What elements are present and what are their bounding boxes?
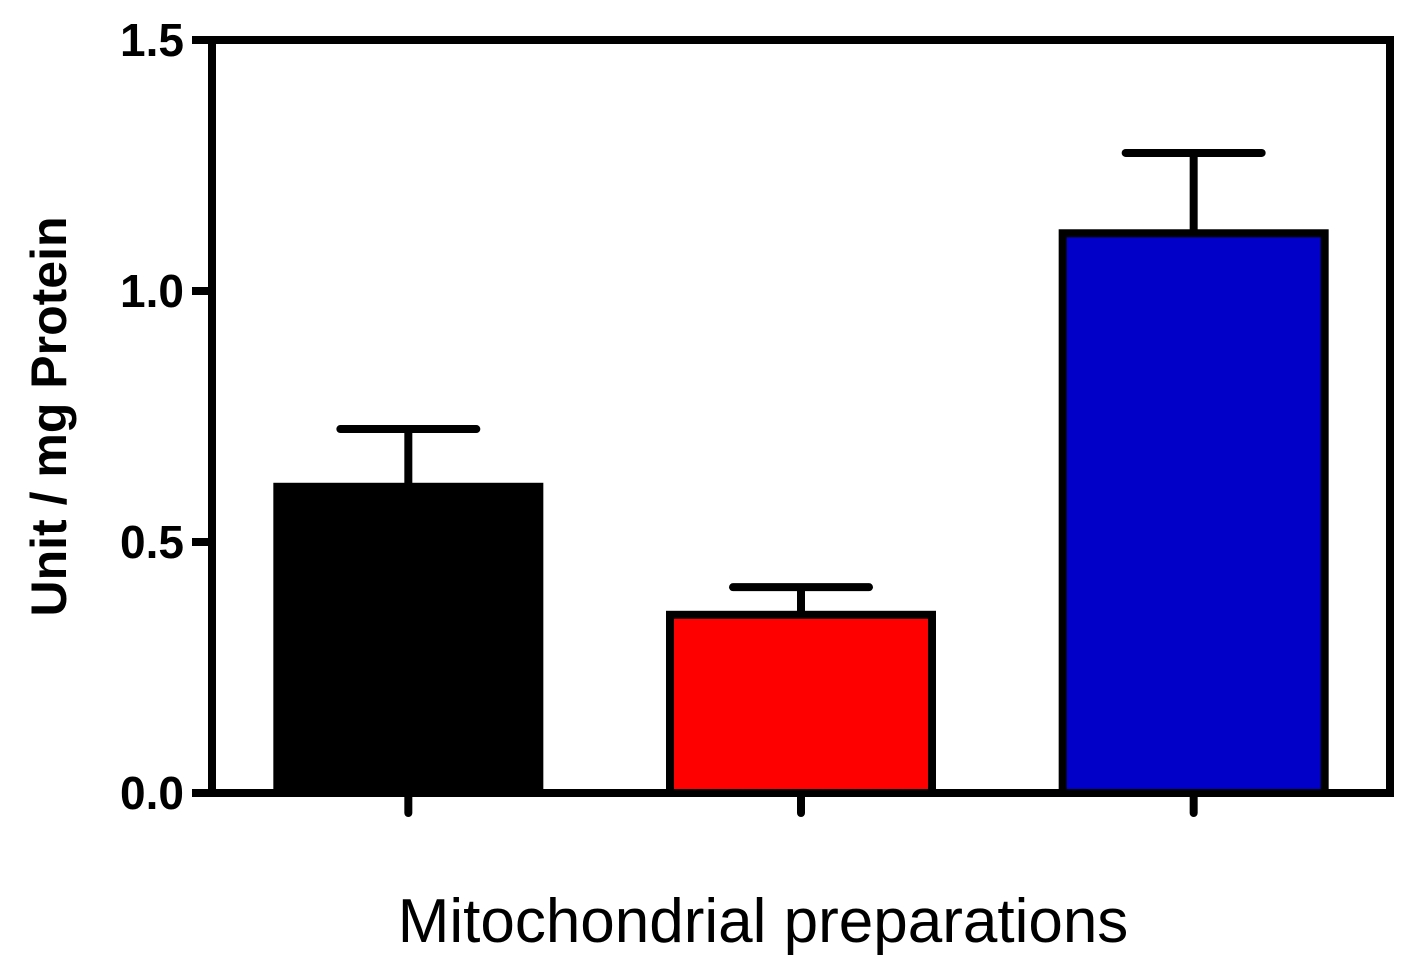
- bar-1: [273, 482, 544, 797]
- error-bars-layer: [336, 148, 1266, 615]
- y-tick-label-3: 1.5: [120, 14, 184, 66]
- y-tick-label-0: 0.0: [120, 767, 184, 819]
- x-axis-ticks: [404, 789, 1198, 817]
- y-tick-label-1: 0.5: [120, 516, 184, 568]
- x-axis-title: Mitochondrial preparations: [398, 887, 1129, 956]
- y-axis-ticks: 0.0 0.5 1.0 1.5: [120, 14, 212, 819]
- bar-3: [1058, 229, 1329, 797]
- y-axis-title: Unit / mg Protein: [21, 217, 77, 617]
- y-tick-label-2: 1.0: [120, 265, 184, 317]
- bar-2: [666, 610, 936, 797]
- bars-layer: [273, 229, 1329, 797]
